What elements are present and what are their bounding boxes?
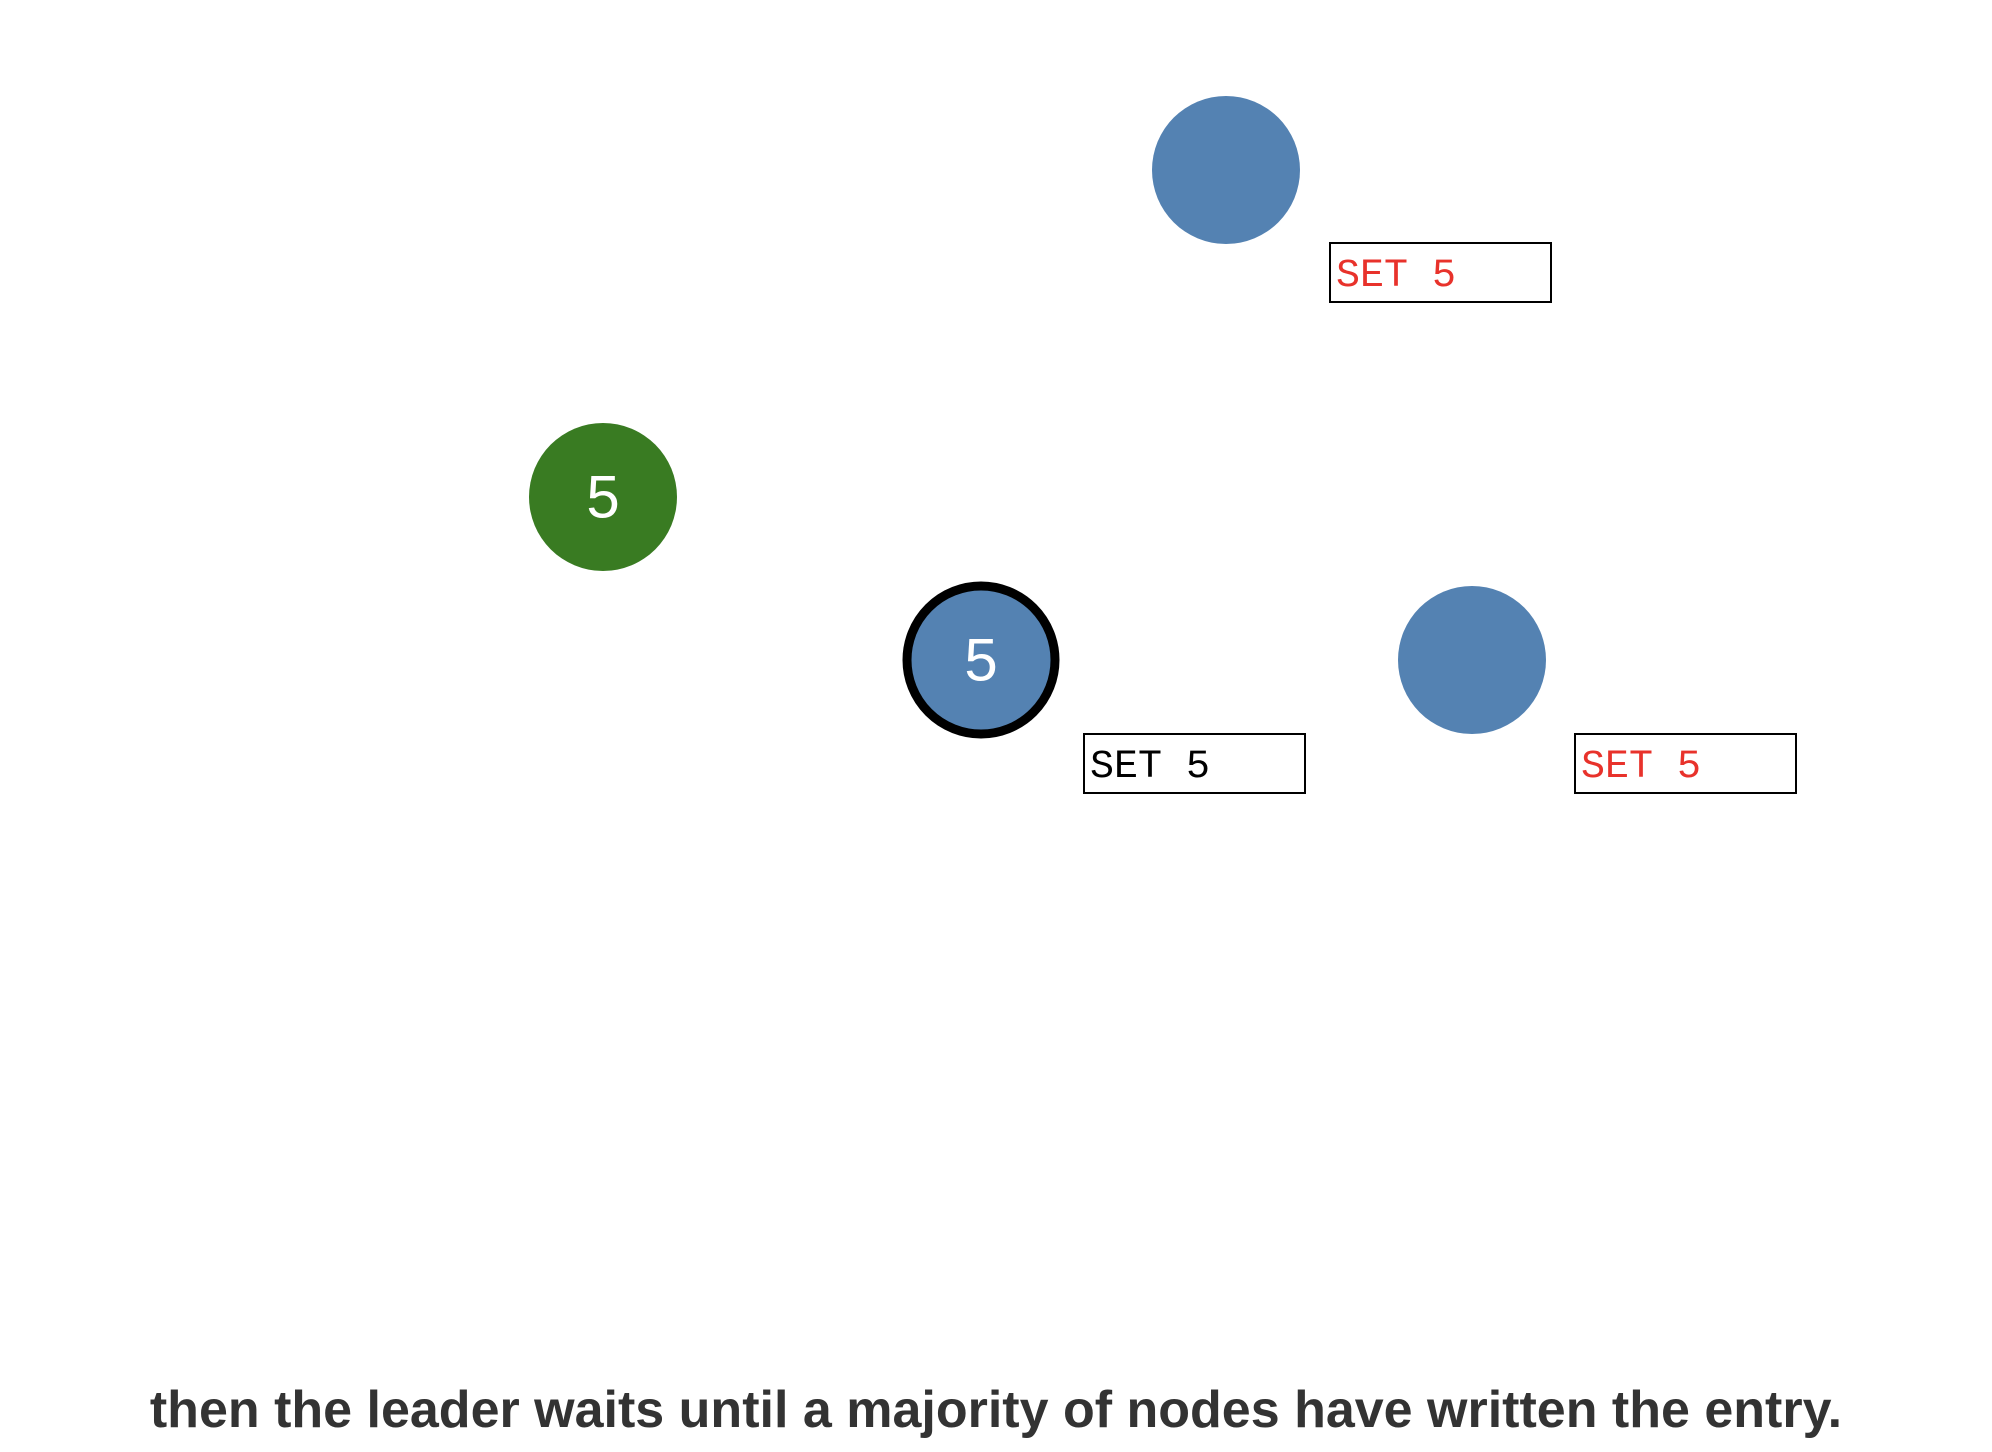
log-entry-text: SET 5 xyxy=(1581,745,1701,790)
leader-node: 5 SET 5 xyxy=(902,581,1306,794)
leader-value: 5 xyxy=(964,627,997,694)
node-circle xyxy=(1398,586,1546,734)
log-entry-text: SET 5 xyxy=(1336,254,1456,299)
log-entry: SET 5 xyxy=(1574,733,1797,794)
log-entry-text: SET 5 xyxy=(1090,745,1210,790)
node-circle xyxy=(1152,96,1300,244)
caption: then the leader waits until a majority o… xyxy=(149,1381,1843,1439)
leader-circle xyxy=(902,581,1060,739)
client: 5 xyxy=(529,423,677,571)
follower-node-right: SET 5 xyxy=(1398,586,1797,794)
client-circle xyxy=(529,423,677,571)
log-entry-box xyxy=(1329,242,1552,303)
follower-node-top: SET 5 xyxy=(1152,96,1552,303)
log-entry-box xyxy=(1574,733,1797,794)
client-value: 5 xyxy=(586,464,619,531)
log-entry: SET 5 xyxy=(1083,733,1306,794)
log-entry: SET 5 xyxy=(1329,242,1552,303)
log-entry-box xyxy=(1083,733,1306,794)
